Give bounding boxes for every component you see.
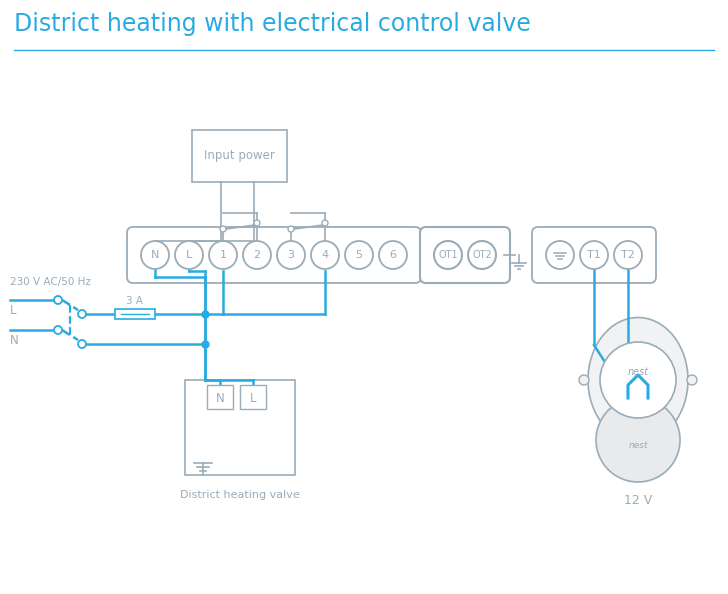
Circle shape bbox=[288, 226, 294, 232]
Text: 230 V AC/50 Hz: 230 V AC/50 Hz bbox=[10, 277, 91, 287]
Circle shape bbox=[220, 226, 226, 232]
FancyBboxPatch shape bbox=[185, 380, 295, 475]
Circle shape bbox=[580, 241, 608, 269]
Circle shape bbox=[579, 375, 589, 385]
Text: N: N bbox=[10, 334, 19, 347]
FancyBboxPatch shape bbox=[420, 227, 510, 283]
Ellipse shape bbox=[588, 318, 688, 443]
Text: L: L bbox=[186, 250, 192, 260]
Text: N: N bbox=[151, 250, 159, 260]
Text: District heating valve: District heating valve bbox=[180, 490, 300, 500]
Text: N: N bbox=[215, 391, 224, 405]
Circle shape bbox=[596, 398, 680, 482]
Circle shape bbox=[78, 310, 86, 318]
FancyBboxPatch shape bbox=[192, 130, 287, 182]
Text: 5: 5 bbox=[355, 250, 363, 260]
Circle shape bbox=[379, 241, 407, 269]
Circle shape bbox=[546, 241, 574, 269]
Text: OT1: OT1 bbox=[438, 250, 458, 260]
Circle shape bbox=[614, 241, 642, 269]
FancyBboxPatch shape bbox=[207, 385, 233, 409]
Text: 3 A: 3 A bbox=[127, 296, 143, 306]
Circle shape bbox=[54, 326, 62, 334]
Circle shape bbox=[311, 241, 339, 269]
Text: 6: 6 bbox=[389, 250, 397, 260]
Text: L: L bbox=[250, 391, 256, 405]
Text: Input power: Input power bbox=[204, 150, 275, 163]
FancyBboxPatch shape bbox=[115, 309, 155, 319]
FancyBboxPatch shape bbox=[532, 227, 656, 283]
Text: T2: T2 bbox=[621, 250, 635, 260]
Circle shape bbox=[277, 241, 305, 269]
Text: OT2: OT2 bbox=[472, 250, 492, 260]
Text: nest: nest bbox=[628, 441, 648, 450]
Text: 1: 1 bbox=[220, 250, 226, 260]
Circle shape bbox=[322, 220, 328, 226]
FancyBboxPatch shape bbox=[127, 227, 421, 283]
Text: 3: 3 bbox=[288, 250, 295, 260]
Text: 4: 4 bbox=[322, 250, 328, 260]
Text: District heating with electrical control valve: District heating with electrical control… bbox=[14, 12, 531, 36]
Circle shape bbox=[175, 241, 203, 269]
Circle shape bbox=[141, 241, 169, 269]
Text: 12 V: 12 V bbox=[624, 494, 652, 507]
Circle shape bbox=[209, 241, 237, 269]
Circle shape bbox=[468, 241, 496, 269]
Text: nest: nest bbox=[628, 367, 649, 377]
Circle shape bbox=[243, 241, 271, 269]
Circle shape bbox=[345, 241, 373, 269]
Text: L: L bbox=[10, 304, 17, 317]
Text: 2: 2 bbox=[253, 250, 261, 260]
Circle shape bbox=[434, 241, 462, 269]
Circle shape bbox=[78, 340, 86, 348]
Circle shape bbox=[600, 342, 676, 418]
Circle shape bbox=[687, 375, 697, 385]
Circle shape bbox=[254, 220, 260, 226]
Circle shape bbox=[54, 296, 62, 304]
FancyBboxPatch shape bbox=[240, 385, 266, 409]
Text: T1: T1 bbox=[587, 250, 601, 260]
